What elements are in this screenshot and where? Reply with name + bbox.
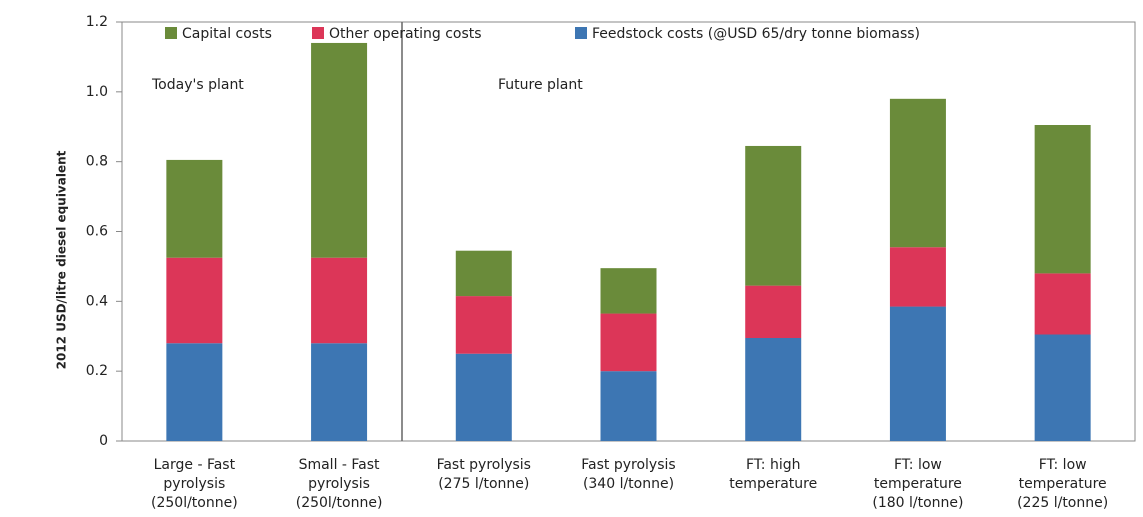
bar-segment bbox=[889, 306, 946, 441]
y-tick-label: 0.8 bbox=[86, 154, 108, 170]
bar-segment bbox=[1034, 273, 1091, 335]
y-tick-label: 0.4 bbox=[86, 293, 108, 309]
x-tick-label: Fast pyrolysis bbox=[437, 457, 531, 473]
annotation: Future plant bbox=[498, 77, 583, 93]
bar-segment bbox=[600, 371, 657, 441]
x-tick-label: (225 l/tonne) bbox=[1017, 495, 1108, 511]
legend-swatch bbox=[165, 27, 177, 39]
y-tick-label: 1.0 bbox=[86, 84, 108, 100]
bar-segment bbox=[1034, 334, 1091, 441]
x-tick-label: temperature bbox=[729, 476, 817, 492]
bar-segment bbox=[1034, 125, 1091, 274]
bar-segment bbox=[889, 247, 946, 307]
bar-segment bbox=[745, 145, 802, 286]
x-tick-label: FT: low bbox=[894, 457, 942, 473]
y-tick-label: 0.2 bbox=[86, 363, 108, 379]
legend-swatch bbox=[575, 27, 587, 39]
bar-segment bbox=[311, 343, 368, 441]
x-tick-label: pyrolysis bbox=[308, 476, 370, 492]
y-tick-label: 1.2 bbox=[86, 14, 108, 30]
y-tick-label: 0.6 bbox=[86, 224, 108, 240]
bar-segment bbox=[600, 313, 657, 372]
x-tick-label: (275 l/tonne) bbox=[438, 476, 529, 492]
x-tick-label: (340 l/tonne) bbox=[583, 476, 674, 492]
bar-segment bbox=[455, 250, 512, 297]
x-tick-label: FT: low bbox=[1039, 457, 1087, 473]
bar-segment bbox=[455, 353, 512, 441]
bar-segment bbox=[311, 257, 368, 344]
x-tick-label: pyrolysis bbox=[163, 476, 225, 492]
annotation: Today's plant bbox=[151, 77, 244, 93]
x-tick-label: temperature bbox=[874, 476, 962, 492]
x-tick-label: Small - Fast bbox=[299, 457, 380, 473]
x-tick-label: FT: high bbox=[746, 457, 801, 473]
x-tick-label: (180 l/tonne) bbox=[872, 495, 963, 511]
bar-segment bbox=[166, 257, 223, 344]
x-tick-label: Fast pyrolysis bbox=[581, 457, 675, 473]
bar-segment bbox=[889, 98, 946, 248]
bar-segment bbox=[311, 42, 368, 258]
legend-label: Other operating costs bbox=[329, 26, 482, 42]
y-tick-label: 0 bbox=[99, 433, 108, 449]
legend-swatch bbox=[312, 27, 324, 39]
y-axis-label: 2012 USD/litre diesel equivalent bbox=[55, 150, 69, 369]
bar-segment bbox=[745, 337, 802, 441]
legend-label: Feedstock costs (@USD 65/dry tonne bioma… bbox=[592, 26, 920, 42]
bar-segment bbox=[600, 268, 657, 314]
bar-segment bbox=[455, 296, 512, 354]
bar-segment bbox=[745, 285, 802, 338]
x-tick-label: Large - Fast bbox=[154, 457, 236, 473]
bar-segment bbox=[166, 159, 223, 258]
x-tick-label: (250l/tonne) bbox=[151, 495, 238, 511]
x-tick-label: (250l/tonne) bbox=[296, 495, 383, 511]
bar-segment bbox=[166, 343, 223, 441]
legend-label: Capital costs bbox=[182, 26, 272, 42]
x-tick-label: temperature bbox=[1019, 476, 1107, 492]
